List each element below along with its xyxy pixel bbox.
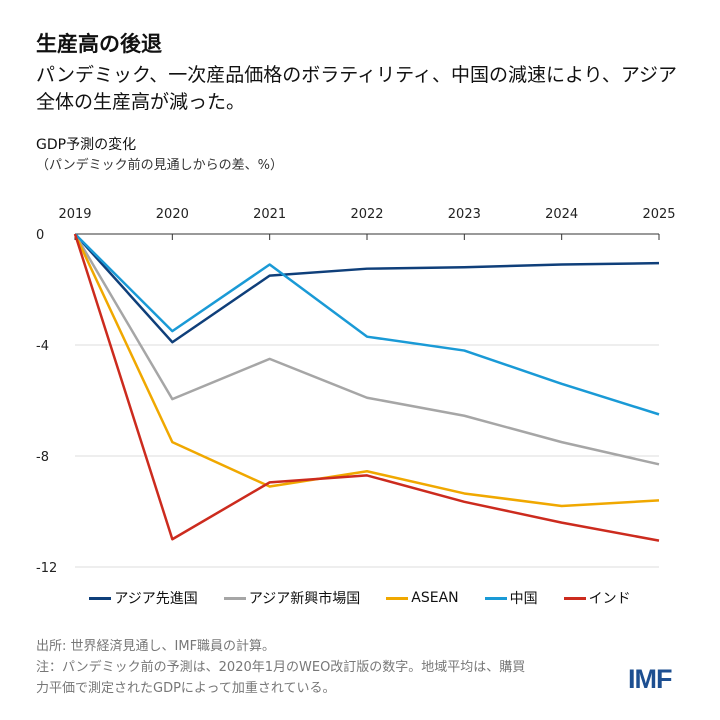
y-axis-label: GDP予測の変化 bbox=[36, 137, 137, 153]
legend: アジア先進国 アジア新興市場国 ASEAN 中国 インド bbox=[0, 588, 720, 608]
y-tick-label: -8 bbox=[36, 450, 49, 465]
series-line bbox=[74, 233, 660, 344]
chart-title: 生産高の後退 bbox=[36, 32, 162, 56]
legend-swatch bbox=[563, 596, 586, 600]
legend-item: ASEAN bbox=[386, 588, 459, 608]
series-line bbox=[73, 233, 660, 466]
y-tick-label: -12 bbox=[36, 561, 57, 576]
series-line bbox=[74, 233, 660, 416]
x-tick-label: 2022 bbox=[350, 207, 383, 222]
source-note: 出所: 世界経済見通し、IMF職員の計算。 bbox=[36, 639, 276, 654]
legend-item: インド bbox=[563, 588, 631, 608]
x-tick-label: 2020 bbox=[156, 207, 189, 222]
legend-item: アジア先進国 bbox=[89, 588, 198, 608]
y-tick-label: -4 bbox=[36, 339, 49, 354]
imf-logo: IMF bbox=[628, 664, 672, 694]
footer: 出所: 世界経済見通し、IMF職員の計算。 注：パンデミック前の予測は、2020… bbox=[36, 636, 636, 699]
legend-swatch bbox=[386, 596, 409, 600]
y-tick-label: 0 bbox=[36, 228, 44, 243]
legend-swatch bbox=[89, 596, 112, 600]
legend-item: 中国 bbox=[484, 588, 538, 608]
legend-item: アジア新興市場国 bbox=[223, 588, 361, 608]
x-tick-label: 2019 bbox=[58, 207, 91, 222]
legend-swatch bbox=[484, 596, 507, 600]
y-axis-sublabel: （パンデミック前の見通しからの差、%） bbox=[36, 158, 284, 173]
chart-subtitle: パンデミック、一次産品価格のボラティリティ、中国の減速により、アジア全体の生産高… bbox=[36, 64, 678, 113]
legend-swatch bbox=[223, 596, 246, 600]
series-line bbox=[73, 233, 660, 508]
legend-label: アジア新興市場国 bbox=[248, 591, 361, 607]
note-line-1: 注：パンデミック前の予測は、2020年1月のWEO改訂版の数字。地域平均は、購買 bbox=[36, 660, 526, 675]
legend-label: アジア先進国 bbox=[114, 591, 198, 607]
x-tick-label: 2023 bbox=[448, 207, 481, 222]
x-tick-label: 2024 bbox=[545, 207, 578, 222]
legend-label: インド bbox=[588, 591, 631, 607]
note-line-2: 力平価で測定されたGDPによって加重されている。 bbox=[36, 681, 336, 696]
series-line bbox=[73, 233, 660, 542]
legend-label: ASEAN bbox=[411, 590, 459, 606]
x-tick-label: 2025 bbox=[642, 207, 675, 222]
x-tick-label: 2021 bbox=[253, 207, 286, 222]
legend-label: 中国 bbox=[509, 591, 538, 607]
